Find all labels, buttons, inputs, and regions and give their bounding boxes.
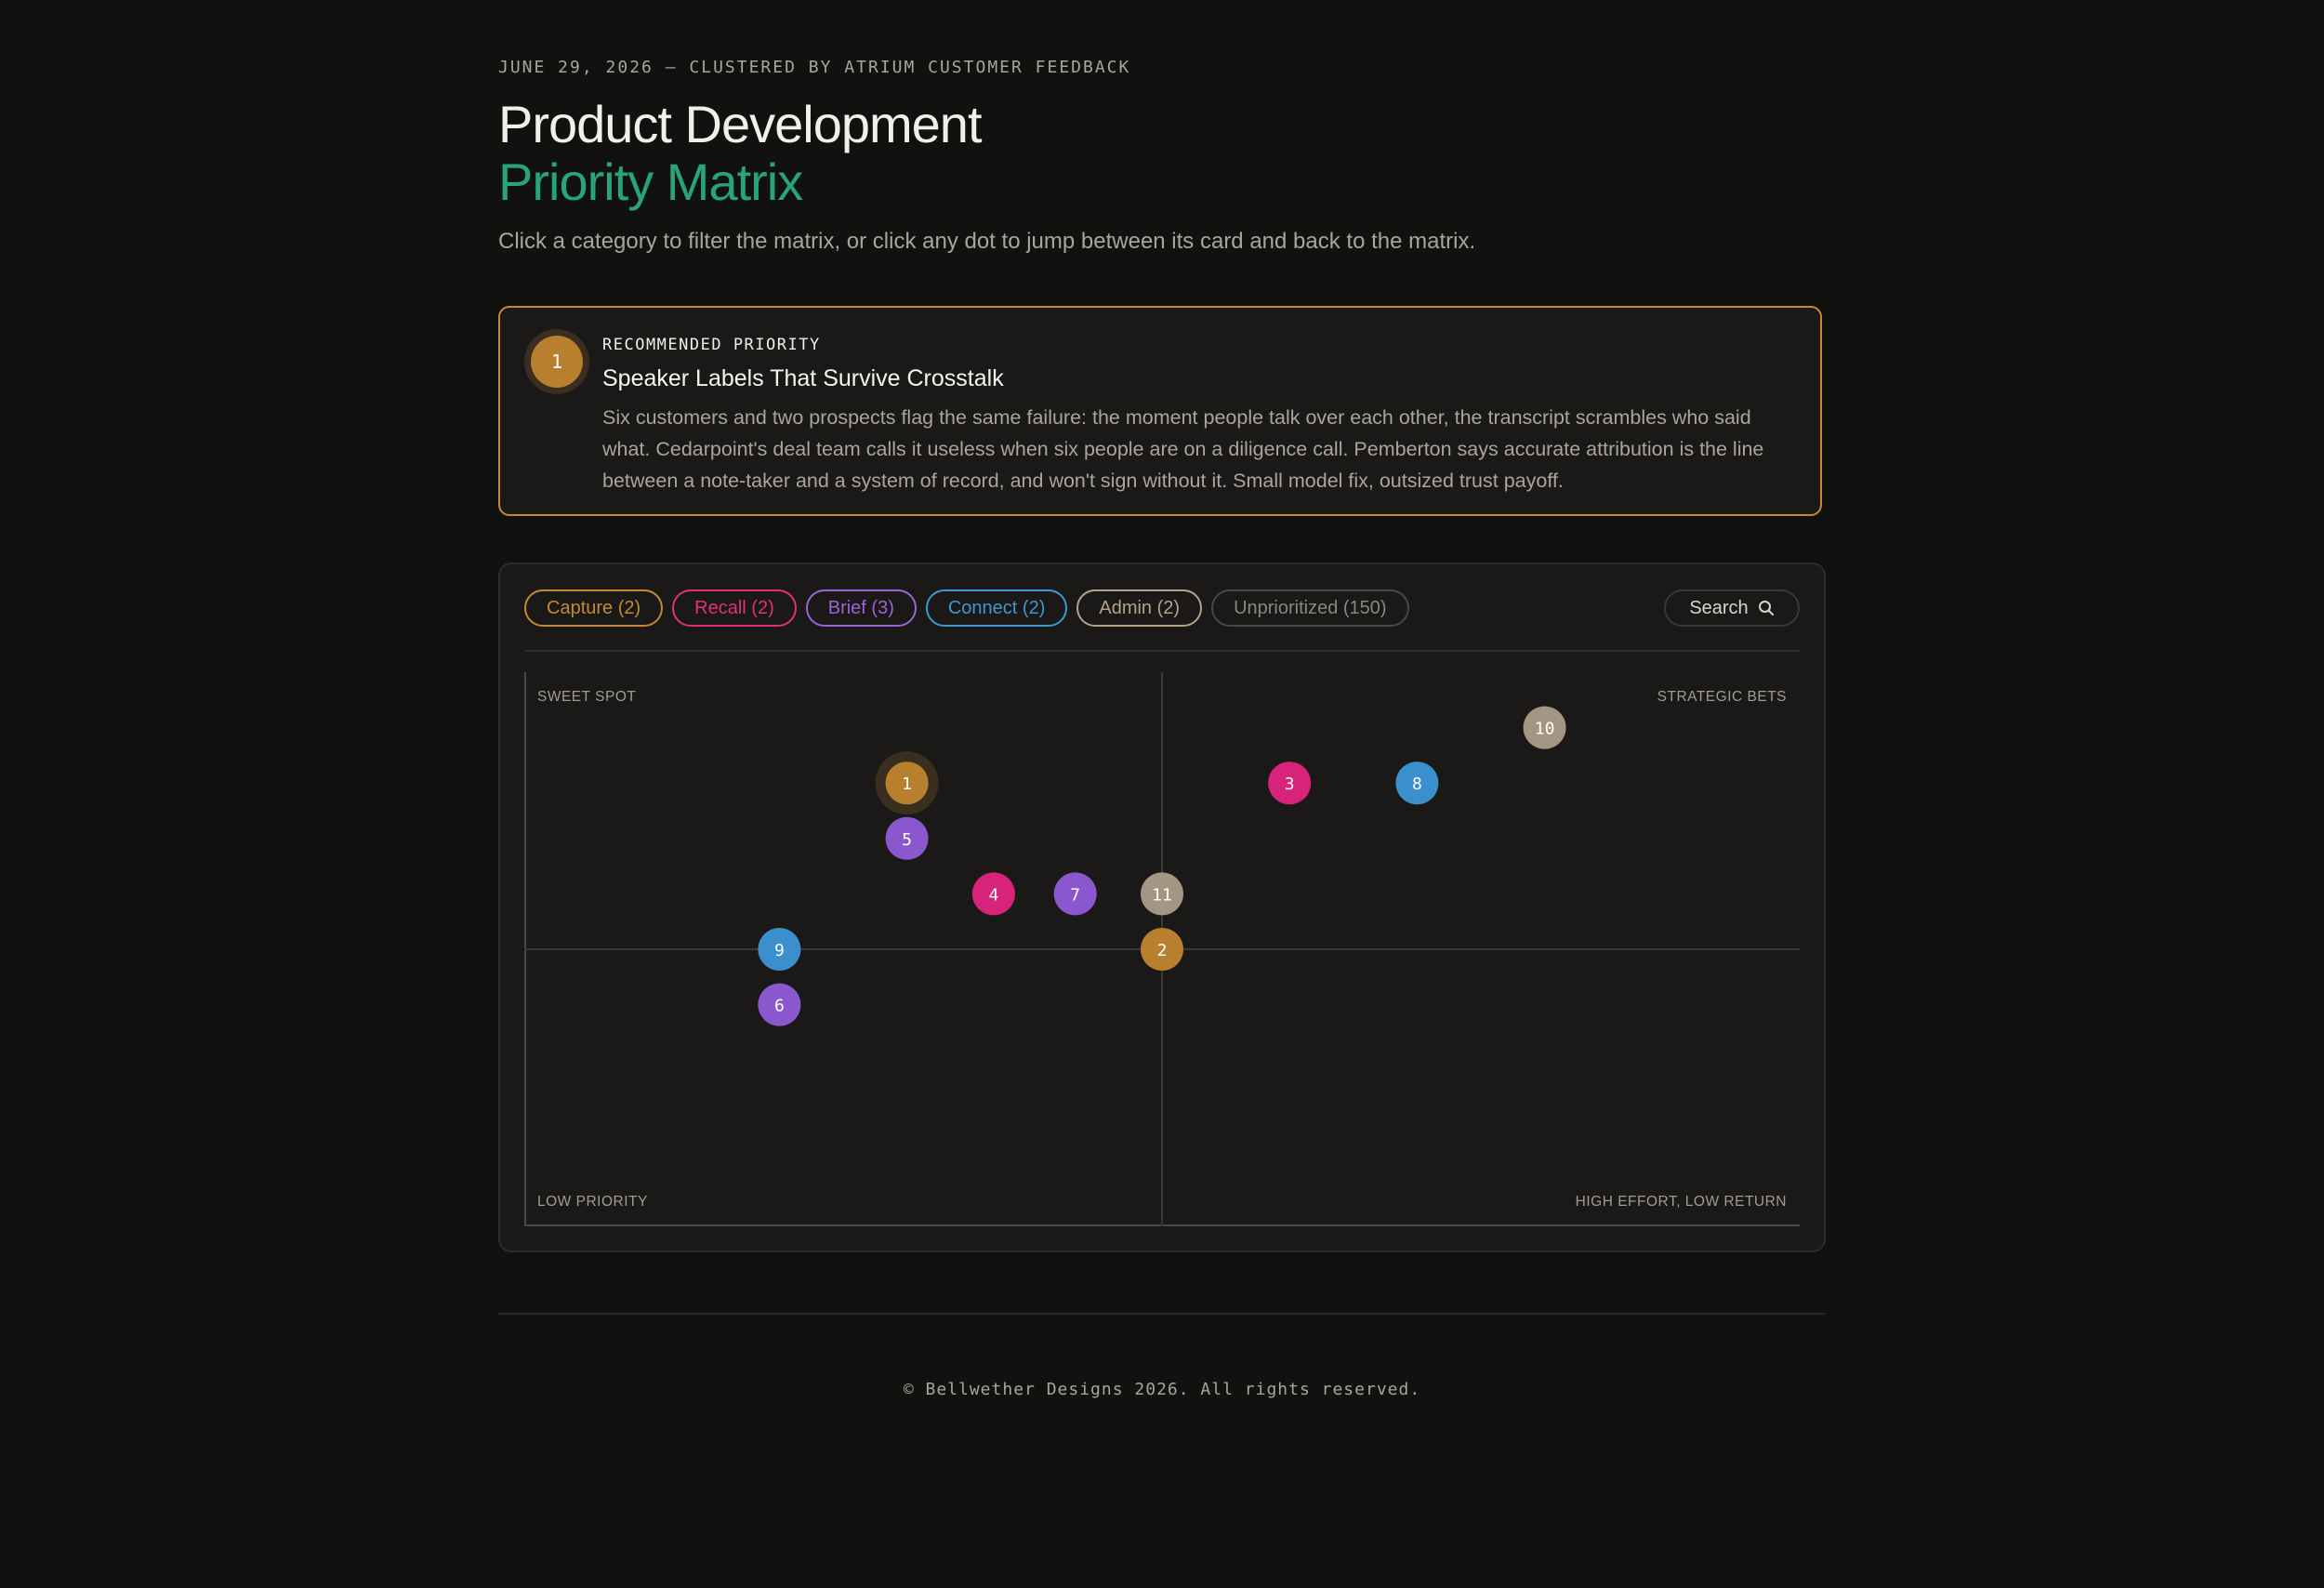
matrix-point-dot[interactable] <box>758 983 801 1026</box>
page-title: Product Development <box>498 95 983 153</box>
recommended-body: Six customers and two prospects flag the… <box>602 406 1764 492</box>
page-title-accent: Priority Matrix <box>498 152 803 211</box>
matrix-point-dot[interactable] <box>885 816 929 860</box>
priority-matrix: 1 2 3 4 5 6 7 8 9 10 11 SWEET SPOT STRATEGIC BETS … <box>524 672 1800 1226</box>
matrix-point-9[interactable]: 9 <box>758 928 801 971</box>
search-label: Search <box>1689 597 1749 618</box>
quadrant-label-low-priority: LOW PRIORITY <box>537 1194 648 1210</box>
matrix-point-label: 8 <box>1412 774 1422 794</box>
matrix-point-label: 3 <box>1285 774 1295 794</box>
matrix-point-dot[interactable] <box>1141 928 1183 971</box>
matrix-point-7[interactable]: 7 <box>1053 872 1097 916</box>
search-button[interactable]: Search <box>1664 589 1800 627</box>
matrix-point-label: 10 <box>1535 720 1555 739</box>
page-subtitle: Click a category to filter the matrix, o… <box>498 229 1476 254</box>
matrix-point-10[interactable]: 10 <box>1523 706 1566 749</box>
filter-chip-unprioritized[interactable]: Unprioritized (150) <box>1211 589 1409 627</box>
matrix-point-label: 5 <box>902 830 912 850</box>
matrix-point-dot[interactable] <box>971 872 1015 916</box>
matrix-point-1[interactable]: 1 <box>875 751 939 815</box>
matrix-panel: Capture (2) Recall (2) Brief (3) Connect… <box>498 562 1826 1252</box>
filter-chip-capture[interactable]: Capture (2) <box>524 589 664 627</box>
matrix-point-4[interactable]: 4 <box>971 872 1015 916</box>
matrix-point-label: 9 <box>774 941 785 960</box>
category-filters: Capture (2) Recall (2) Brief (3) Connect… <box>524 589 1409 627</box>
matrix-point-label: 7 <box>1070 885 1080 905</box>
recommended-priority-card[interactable]: 1 RECOMMENDED PRIORITY Speaker Labels Th… <box>498 306 1822 516</box>
recommended-title: Speaker Labels That Survive Crosstalk <box>602 365 1004 391</box>
matrix-point-3[interactable]: 3 <box>1268 761 1312 805</box>
recommended-eyebrow: RECOMMENDED PRIORITY <box>602 336 821 354</box>
matrix-point-dot[interactable] <box>1141 872 1183 916</box>
filter-divider <box>524 650 1800 652</box>
matrix-point-dot[interactable] <box>1395 761 1439 805</box>
footer-divider <box>498 1313 1826 1315</box>
matrix-point-6[interactable]: 6 <box>758 983 801 1026</box>
matrix-point-11[interactable]: 11 <box>1141 872 1183 916</box>
filter-chip-connect[interactable]: Connect (2) <box>925 589 1068 627</box>
matrix-point-dot[interactable] <box>1523 706 1566 749</box>
quadrant-label-sweet-spot: SWEET SPOT <box>537 689 637 705</box>
matrix-point-label: 4 <box>988 885 998 905</box>
matrix-point-dot[interactable] <box>1053 872 1097 916</box>
page-eyebrow: JUNE 29, 2026 — CLUSTERED BY ATRIUM CUST… <box>498 58 1131 77</box>
matrix-chart: 1 2 3 4 5 6 7 8 9 10 11 <box>524 672 1800 1226</box>
matrix-point-2[interactable]: 2 <box>1141 928 1183 971</box>
filter-chip-admin[interactable]: Admin (2) <box>1076 589 1203 627</box>
matrix-point-5[interactable]: 5 <box>885 816 929 860</box>
matrix-point-label: 11 <box>1152 885 1172 905</box>
recommended-dot[interactable]: 1 <box>531 336 583 388</box>
matrix-point-label: 2 <box>1157 941 1168 960</box>
matrix-point-dot[interactable] <box>885 761 929 805</box>
filter-chip-brief[interactable]: Brief (3) <box>805 589 917 627</box>
matrix-point-dot[interactable] <box>758 928 801 971</box>
matrix-point-label: 1 <box>902 774 912 794</box>
quadrant-label-strategic-bets: STRATEGIC BETS <box>1657 689 1787 705</box>
matrix-point-label: 6 <box>774 997 785 1016</box>
quadrant-label-high-effort: HIGH EFFORT, LOW RETURN <box>1575 1194 1787 1210</box>
matrix-point-8[interactable]: 8 <box>1395 761 1439 805</box>
matrix-point-dot[interactable] <box>1268 761 1312 805</box>
footer-copyright: © Bellwether Designs 2026. All rights re… <box>903 1380 1421 1399</box>
filter-chip-recall[interactable]: Recall (2) <box>672 589 797 627</box>
search-icon <box>1758 601 1774 615</box>
